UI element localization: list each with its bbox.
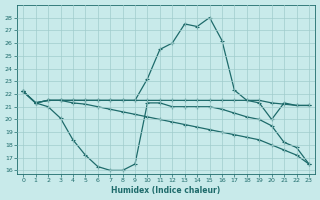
X-axis label: Humidex (Indice chaleur): Humidex (Indice chaleur) [111,186,221,195]
